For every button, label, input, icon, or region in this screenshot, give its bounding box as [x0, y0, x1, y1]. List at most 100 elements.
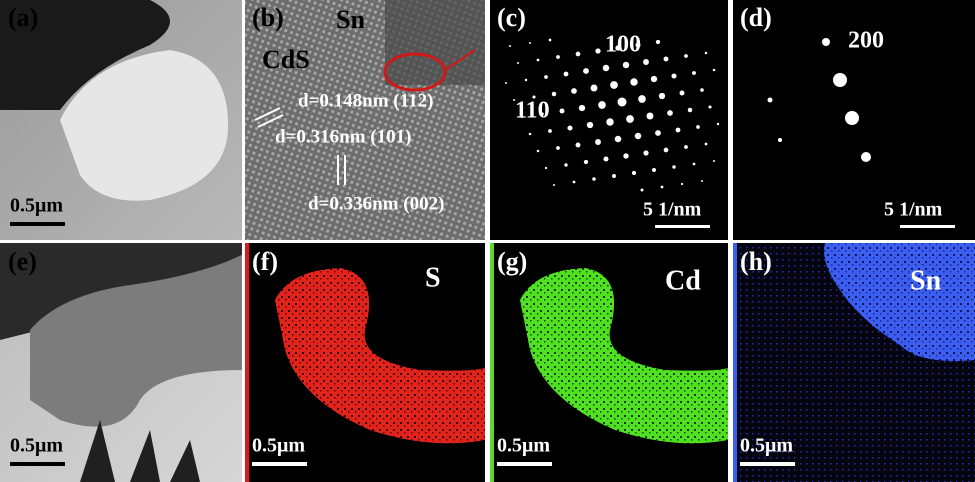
annotation: d=0.316nm (101)	[275, 126, 411, 147]
diffraction-spot	[592, 177, 596, 181]
diffraction-spot	[595, 139, 601, 145]
diffraction-spot	[532, 95, 536, 99]
streaks	[80, 420, 200, 482]
element-map	[275, 268, 485, 444]
diffraction-spot	[524, 78, 528, 82]
diffraction-spot	[548, 129, 552, 133]
diffraction-spot	[595, 48, 601, 54]
diffraction-spot	[513, 99, 515, 101]
diffraction-spot	[667, 110, 673, 116]
annotation: Sn	[336, 5, 365, 34]
diffraction-spot	[583, 68, 589, 74]
diffraction-spot	[650, 75, 658, 83]
element-label: Sn	[910, 265, 942, 296]
diffraction-spot	[713, 160, 715, 162]
lattice-marks	[254, 107, 346, 185]
panel-label: (g)	[497, 247, 527, 276]
color-strip	[490, 243, 494, 482]
diffraction-spot	[692, 71, 696, 75]
panel-label: (e)	[8, 247, 37, 276]
diffraction-spot	[528, 132, 532, 136]
diffraction-spot	[767, 97, 773, 103]
diffraction-spot	[671, 73, 677, 79]
diffraction-spot	[544, 166, 548, 170]
diffraction-spot	[655, 39, 661, 45]
panel-h: (h) Sn 0.5μm	[733, 243, 975, 482]
scale-bar	[655, 225, 710, 228]
diffraction-spot	[578, 104, 586, 112]
element-map	[520, 268, 728, 444]
diffraction-spot	[567, 125, 573, 131]
diffraction-spot	[630, 78, 638, 86]
particle	[60, 50, 229, 201]
diffraction-spot	[716, 122, 720, 126]
diffraction-spot	[583, 159, 589, 165]
separator	[0, 240, 975, 243]
panel-b: (b) Sn CdS d=0.148nm (112) d=0.316nm (10…	[245, 0, 485, 240]
scale-label: 0.5μm	[497, 435, 550, 457]
diffraction-spot	[684, 54, 688, 58]
annotation: 110	[515, 98, 550, 124]
particle	[30, 255, 242, 427]
diffraction-spot	[622, 61, 630, 69]
diffraction-spot	[611, 173, 617, 179]
panel-d: (d) 200 5 1/nm	[733, 0, 975, 240]
diffraction-spot	[572, 180, 576, 184]
diffraction-spot	[687, 107, 693, 113]
diffraction-spot	[556, 146, 560, 150]
diffraction-spot	[536, 149, 540, 153]
diffraction-spot	[778, 138, 782, 142]
diffraction-spot	[822, 38, 830, 46]
diffraction-spot	[540, 112, 544, 116]
annotation: d=0.148nm (112)	[298, 90, 433, 111]
annotation: d=0.336nm (002)	[308, 193, 444, 214]
diffraction-spot	[701, 180, 703, 182]
scale-bar	[497, 462, 552, 466]
diffraction-spot	[598, 101, 606, 109]
scale-bar	[252, 462, 307, 466]
diffraction-spot	[606, 118, 614, 126]
scale-label: 5 1/nm	[643, 199, 702, 221]
element-label: S	[425, 262, 441, 293]
scale-bar	[10, 222, 65, 226]
diffraction-spot	[660, 185, 664, 189]
panel-f: (f) S 0.5μm	[245, 243, 485, 482]
diffraction-spot	[658, 92, 666, 100]
diffraction-spot	[614, 135, 622, 143]
element-label: Cd	[665, 265, 701, 296]
scale-bar	[10, 462, 65, 466]
diffraction-spot	[638, 95, 646, 103]
dark-region	[0, 243, 242, 340]
diffraction-spot	[680, 182, 684, 186]
diffraction-spot	[520, 115, 524, 119]
pointer	[444, 49, 476, 71]
diffraction-spot	[548, 38, 552, 42]
panel-label: (d)	[740, 3, 772, 32]
diffraction-spot	[704, 51, 708, 55]
diffraction-spot	[845, 111, 859, 125]
diffraction-spot	[610, 81, 618, 89]
highlight	[383, 52, 447, 92]
dark-region	[0, 0, 170, 110]
diffraction-spot	[635, 42, 641, 48]
diffraction-spot	[602, 64, 610, 72]
diffraction-spot	[505, 82, 507, 84]
diffraction-spot	[590, 84, 598, 92]
color-strip	[733, 243, 737, 482]
diffraction-spot	[655, 130, 661, 136]
panel-label: (a)	[8, 3, 38, 32]
panel-label: (c)	[497, 3, 526, 32]
annotation: 200	[848, 28, 884, 54]
diffraction-spot	[712, 68, 716, 72]
diffraction-spot	[696, 125, 700, 129]
diffraction-spot	[603, 156, 609, 162]
diffraction-spot	[708, 105, 712, 109]
diffraction-spot	[646, 112, 654, 120]
diffraction-spot	[663, 147, 669, 153]
scale-label: 0.5μm	[10, 435, 63, 457]
diffraction-spot	[700, 88, 704, 92]
diffraction-spot	[684, 145, 688, 149]
diffraction-spot	[704, 142, 708, 146]
scale-bar	[900, 225, 955, 228]
diffraction-spot	[575, 51, 581, 57]
